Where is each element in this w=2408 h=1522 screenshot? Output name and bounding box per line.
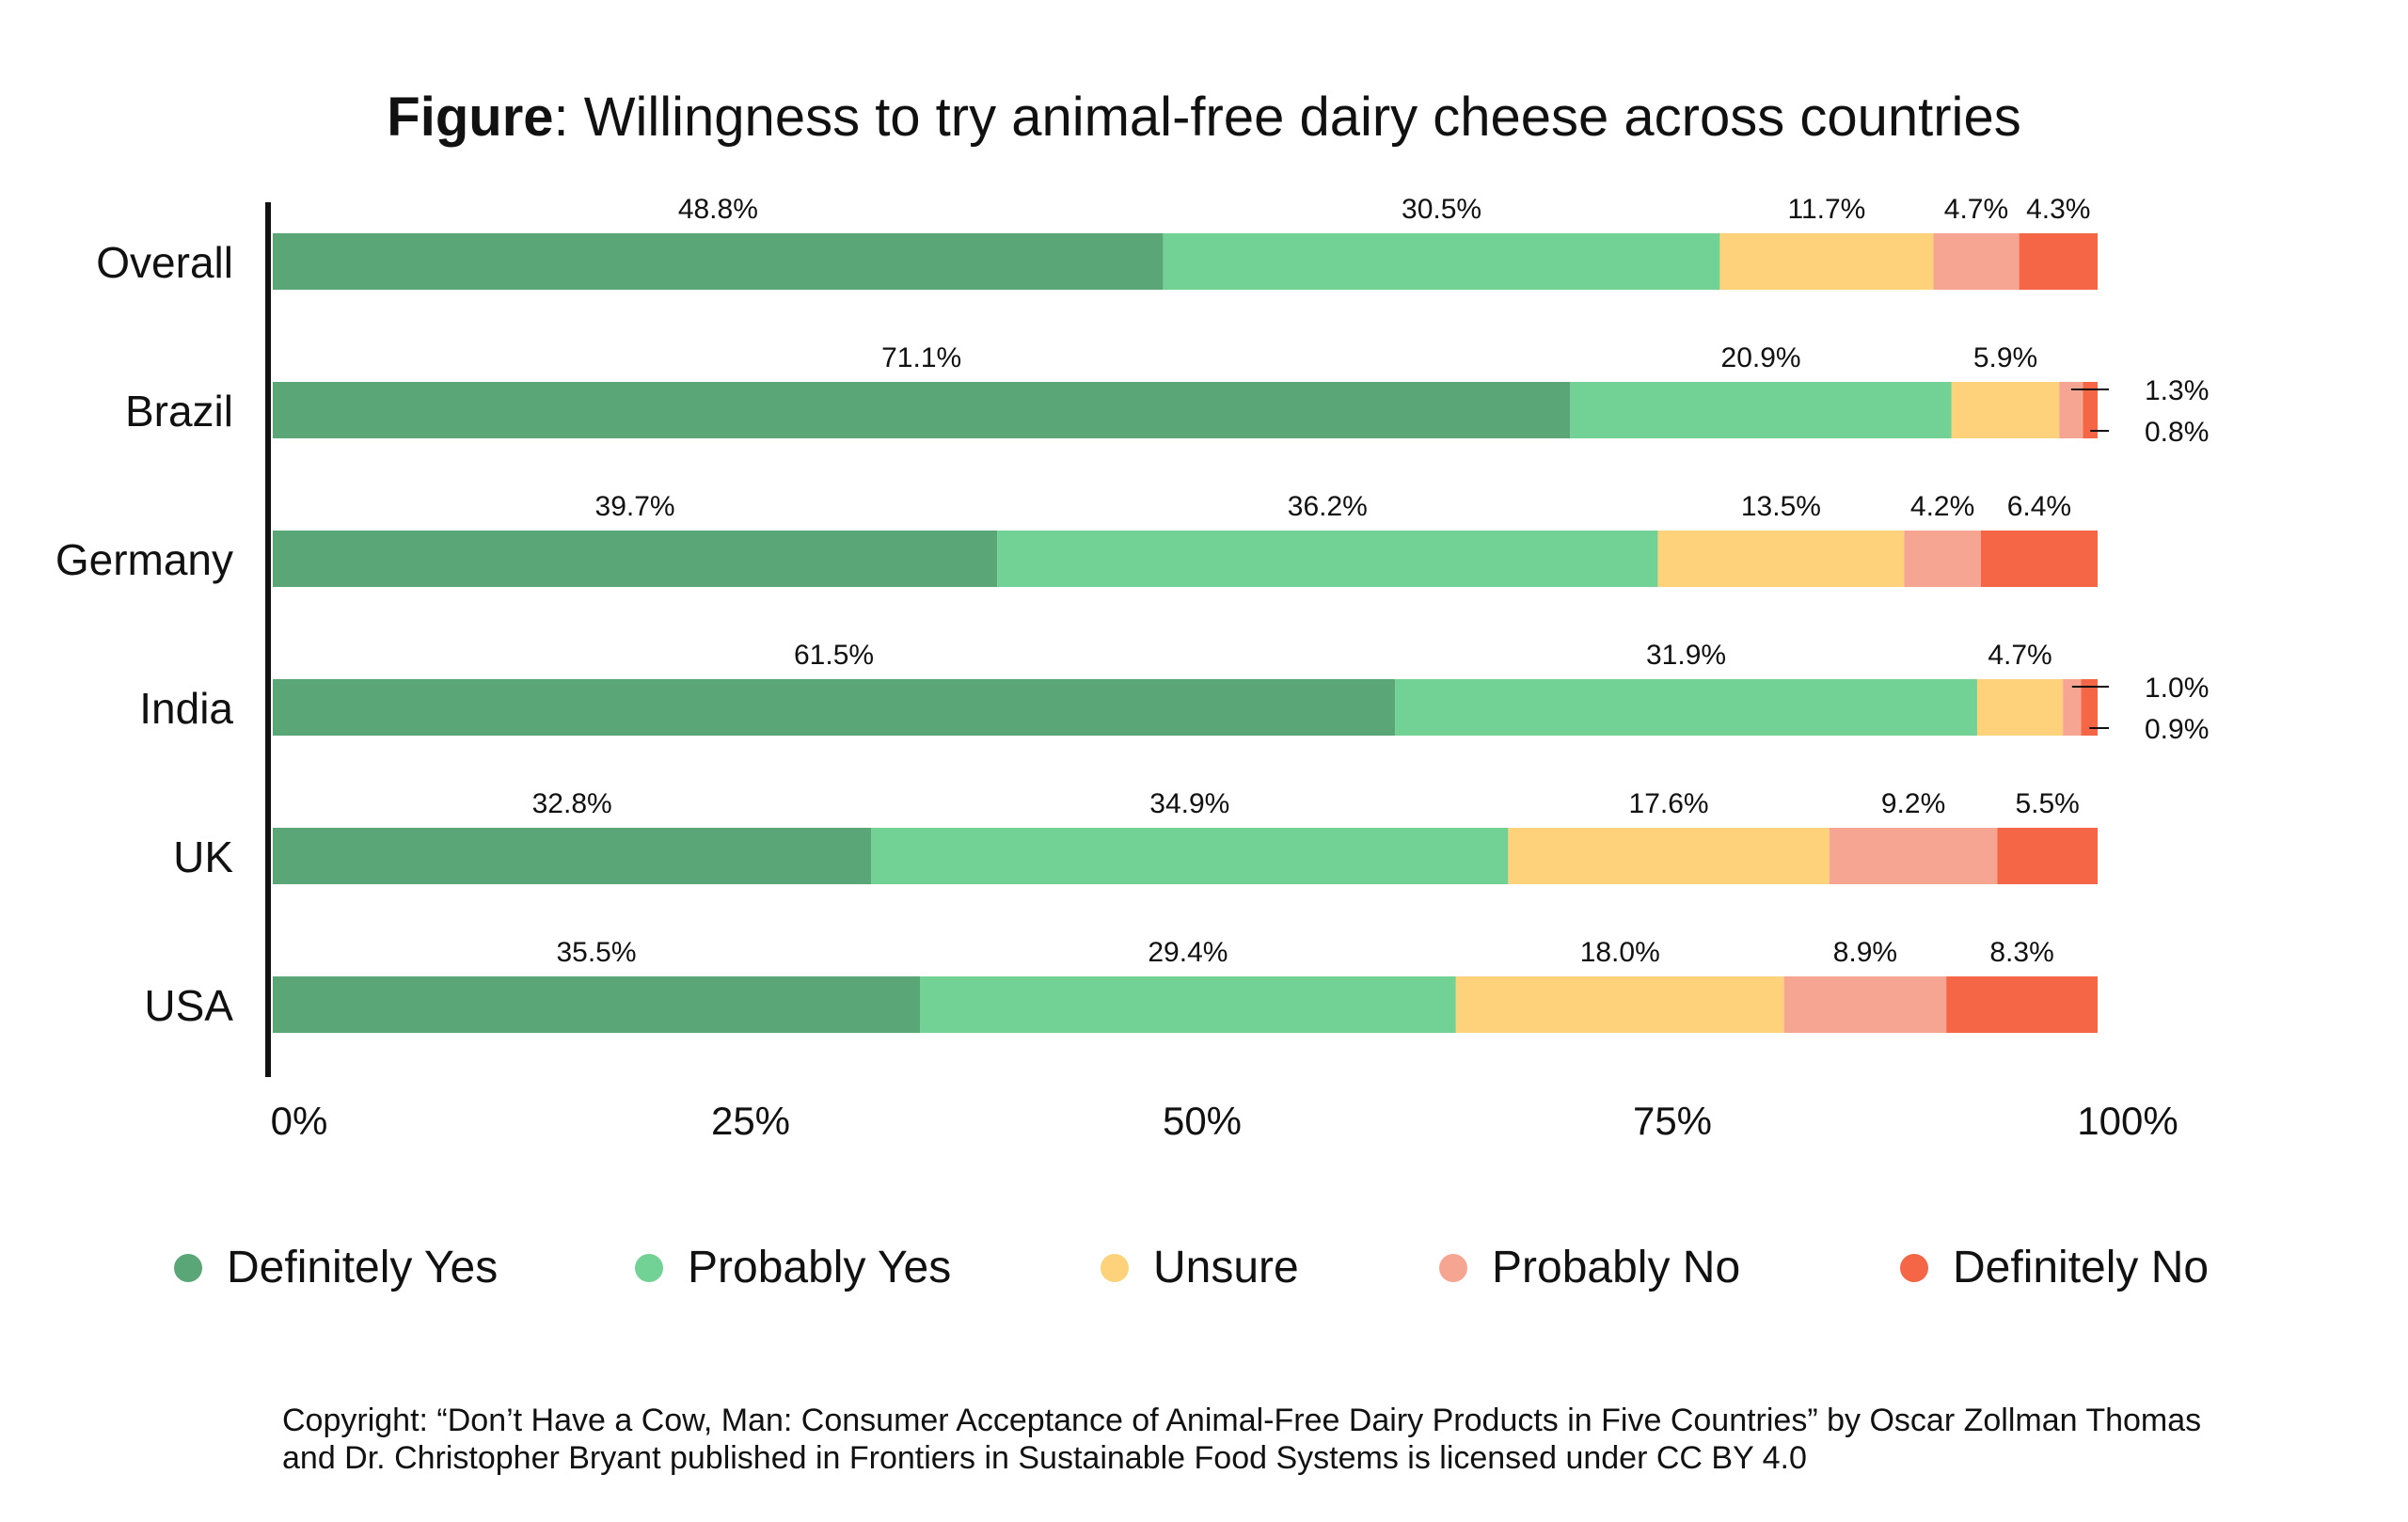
- bar-brazil-definitely-yes: [273, 382, 1571, 438]
- chart-title: Figure: Willingness to try animal-free d…: [0, 86, 2408, 149]
- chart-title-bold: Figure: [387, 86, 554, 148]
- legend-item-definitely-yes: Definitely Yes: [174, 1242, 498, 1293]
- legend-swatch-probably-no: [1439, 1253, 1467, 1282]
- legend-label-definitely-yes: Definitely Yes: [227, 1243, 499, 1292]
- data-label-overall-probably-yes: 30.5%: [1402, 194, 1481, 225]
- bar-usa-probably-yes: [920, 976, 1456, 1033]
- bar-india-unsure: [1976, 679, 2064, 736]
- bar-germany-probably-yes: [997, 531, 1658, 587]
- data-label-india-definitely-yes: 61.5%: [794, 640, 874, 671]
- bar-uk-definitely-no: [1997, 828, 2098, 884]
- category-label-brazil: Brazil: [125, 387, 233, 436]
- category-label-overall: Overall: [96, 238, 233, 287]
- data-label-brazil-definitely-no: 0.8%: [2145, 417, 2209, 448]
- data-label-uk-probably-yes: 34.9%: [1149, 788, 1229, 819]
- bar-usa-unsure: [1455, 976, 1784, 1033]
- bar-overall-probably-yes: [1163, 233, 1720, 290]
- data-label-germany-definitely-yes: 39.7%: [595, 491, 675, 522]
- category-label-uk: UK: [173, 832, 233, 881]
- data-label-usa-probably-no: 8.9%: [1833, 937, 1897, 968]
- bar-uk-probably-yes: [871, 828, 1509, 884]
- bar-germany-probably-no: [1904, 531, 1981, 587]
- data-label-brazil-unsure: 5.9%: [1973, 342, 2037, 373]
- legend-label-definitely-no: Definitely No: [1953, 1243, 2210, 1292]
- bar-brazil-probably-yes: [1570, 382, 1952, 438]
- bar-usa-definitely-no: [1946, 976, 2098, 1033]
- data-label-overall-definitely-yes: 48.8%: [678, 194, 758, 225]
- x-tick-label-25: 25%: [711, 1099, 790, 1143]
- x-tick-label-50: 50%: [1163, 1099, 1242, 1143]
- bar-uk-definitely-yes: [273, 828, 872, 884]
- category-label-usa: USA: [144, 981, 233, 1030]
- data-label-germany-definitely-no: 6.4%: [2007, 491, 2071, 522]
- data-label-overall-probably-no: 4.7%: [1944, 194, 2008, 225]
- data-label-overall-definitely-no: 4.3%: [2026, 194, 2090, 225]
- data-label-india-probably-no: 1.0%: [2145, 673, 2209, 704]
- x-tick-label-100: 100%: [2077, 1099, 2178, 1143]
- legend-item-unsure: Unsure: [1101, 1242, 1299, 1293]
- bar-overall-unsure: [1719, 233, 1934, 290]
- bar-usa-probably-no: [1783, 976, 1947, 1033]
- data-label-usa-probably-yes: 29.4%: [1148, 937, 1228, 968]
- legend-item-probably-yes: Probably Yes: [635, 1242, 951, 1293]
- data-label-brazil-probably-no: 1.3%: [2145, 375, 2209, 406]
- bar-uk-probably-no: [1829, 828, 1998, 884]
- bar-usa-definitely-yes: [273, 976, 921, 1033]
- bar-germany-definitely-no: [1980, 531, 2098, 587]
- x-tick-label-75: 75%: [1633, 1099, 1712, 1143]
- bar-overall-probably-no: [1933, 233, 2020, 290]
- data-label-uk-probably-no: 9.2%: [1881, 788, 1945, 819]
- bar-india-definitely-no: [2081, 679, 2098, 736]
- bar-india-probably-yes: [1395, 679, 1977, 736]
- data-label-brazil-probably-yes: 20.9%: [1721, 342, 1801, 373]
- bar-overall-definitely-yes: [273, 233, 1164, 290]
- legend-swatch-probably-yes: [635, 1253, 663, 1282]
- legend-swatch-definitely-no: [1900, 1253, 1928, 1282]
- bar-india-definitely-yes: [273, 679, 1396, 736]
- data-label-india-unsure: 4.7%: [1988, 640, 2052, 671]
- data-label-usa-unsure: 18.0%: [1580, 937, 1660, 968]
- data-label-uk-definitely-yes: 32.8%: [532, 788, 612, 819]
- data-label-germany-unsure: 13.5%: [1741, 491, 1821, 522]
- data-label-india-probably-yes: 31.9%: [1646, 640, 1726, 671]
- legend-swatch-unsure: [1101, 1253, 1129, 1282]
- data-label-usa-definitely-no: 8.3%: [1989, 937, 2053, 968]
- category-label-germany: Germany: [55, 535, 233, 584]
- bar-brazil-unsure: [1951, 382, 2060, 438]
- bar-india-probably-no: [2063, 679, 2082, 736]
- category-label-india: India: [139, 684, 233, 733]
- legend-swatch-definitely-yes: [174, 1253, 202, 1282]
- bar-brazil-definitely-no: [2083, 382, 2098, 438]
- legend-label-probably-yes: Probably Yes: [688, 1243, 952, 1292]
- chart-title-text: : Willingness to try animal-free dairy c…: [553, 86, 2021, 148]
- x-tick-label-0: 0%: [271, 1099, 328, 1143]
- bar-germany-unsure: [1657, 531, 1905, 587]
- data-label-uk-definitely-no: 5.5%: [2015, 788, 2079, 819]
- bar-uk-unsure: [1508, 828, 1830, 884]
- legend-label-unsure: Unsure: [1153, 1243, 1299, 1292]
- bar-overall-definitely-no: [2019, 233, 2098, 290]
- data-label-usa-definitely-yes: 35.5%: [556, 937, 636, 968]
- legend-item-probably-no: Probably No: [1439, 1242, 1740, 1293]
- copyright-note: Copyright: “Don’t Have a Cow, Man: Consu…: [282, 1403, 2202, 1476]
- bar-brazil-probably-no: [2059, 382, 2083, 438]
- data-label-india-definitely-no: 0.9%: [2145, 714, 2209, 745]
- data-label-brazil-definitely-yes: 71.1%: [881, 342, 961, 373]
- data-label-germany-probably-yes: 36.2%: [1288, 491, 1368, 522]
- data-label-overall-unsure: 11.7%: [1787, 194, 1865, 225]
- legend-item-definitely-no: Definitely No: [1900, 1242, 2209, 1293]
- chart-legend: Definitely Yes Probably Yes Unsure Probably…: [0, 1242, 2408, 1308]
- legend-label-probably-no: Probably No: [1492, 1243, 1741, 1292]
- data-label-germany-probably-no: 4.2%: [1910, 491, 1974, 522]
- bar-germany-definitely-yes: [273, 531, 998, 587]
- data-label-uk-unsure: 17.6%: [1629, 788, 1709, 819]
